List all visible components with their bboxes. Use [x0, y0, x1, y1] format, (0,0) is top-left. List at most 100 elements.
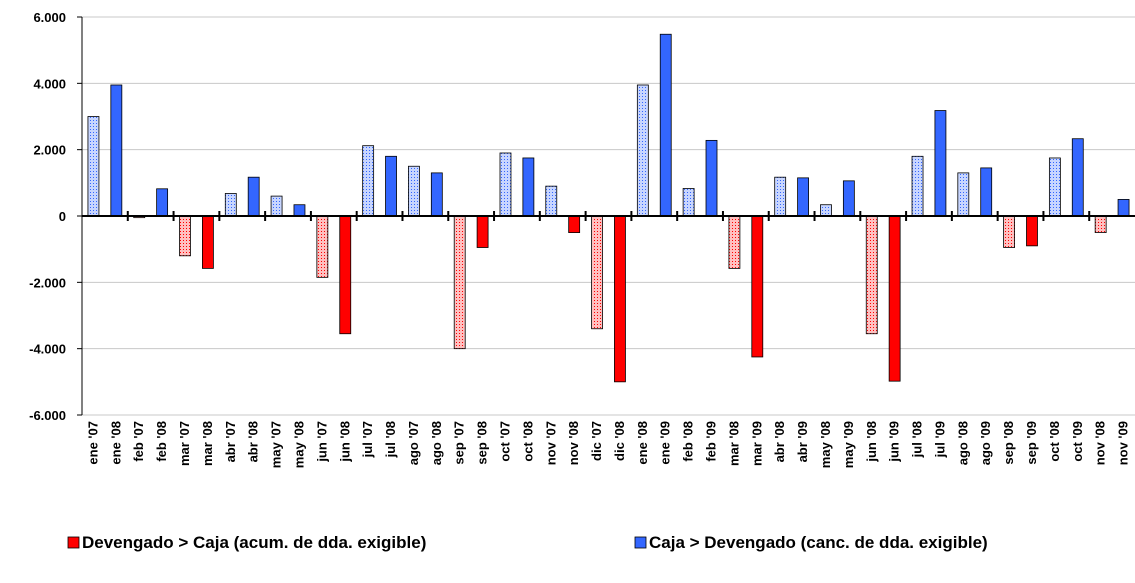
x-tick-label: nov '08 [566, 421, 581, 465]
x-tick-label: abr '08 [772, 421, 787, 462]
x-tick-label: sep '08 [1001, 421, 1016, 465]
x-tick-label: ene '09 [658, 421, 673, 465]
bar [751, 215, 764, 358]
x-tick-label: ago '07 [406, 421, 421, 465]
x-tick-label: nov '07 [543, 421, 558, 465]
x-tick-label: sep '07 [452, 421, 467, 465]
bar [453, 215, 466, 350]
bar [476, 215, 489, 248]
x-tick-label: may '07 [269, 421, 284, 468]
bar [1048, 157, 1061, 217]
bar [797, 177, 809, 217]
bar [980, 167, 993, 217]
x-tick-label: ago '08 [429, 421, 444, 465]
x-tick-label: oct '08 [1047, 421, 1062, 462]
bar [224, 193, 237, 217]
x-tick-label: jun '09 [887, 421, 902, 463]
bar [247, 176, 260, 217]
bar [339, 215, 352, 335]
x-tick-label: mar '07 [177, 421, 192, 466]
bar [568, 215, 581, 233]
legend-swatch [634, 536, 647, 549]
bar [430, 172, 443, 217]
bar [865, 215, 878, 335]
bar [728, 215, 741, 269]
x-tick-label: sep '08 [475, 421, 490, 465]
bar [522, 157, 535, 217]
bar [293, 204, 306, 217]
bar [545, 185, 558, 217]
x-tick-label: may '09 [841, 421, 856, 468]
legend-swatch [67, 536, 80, 549]
bar [1094, 215, 1107, 233]
bar [110, 84, 123, 217]
x-tick-label: oct '09 [1070, 421, 1085, 462]
legend-label: Caja > Devengado (canc. de dda. exigible… [649, 533, 988, 552]
y-tick-label: 0 [59, 209, 66, 224]
bar [316, 215, 329, 278]
bar [179, 215, 191, 257]
x-tick-label: abr '07 [223, 421, 238, 462]
bar [408, 165, 420, 217]
bar [682, 188, 695, 217]
y-tick-label: -4.000 [29, 342, 66, 357]
bar [842, 180, 855, 217]
bar [774, 176, 787, 217]
bar [614, 215, 626, 383]
y-tick-label: 2.000 [33, 143, 66, 158]
x-tick-label: ene '07 [85, 421, 100, 465]
x-tick-label: abr '09 [795, 421, 810, 462]
x-tick-label: jul '08 [910, 421, 925, 458]
bar [1003, 215, 1015, 248]
x-tick-label: mar '08 [200, 421, 215, 466]
x-tick-label: nov '09 [1116, 421, 1131, 465]
legend-label: Devengado > Caja (acum. de dda. exigible… [82, 533, 426, 552]
bar [636, 84, 649, 217]
x-tick-label: nov '08 [1093, 421, 1108, 465]
x-tick-label: mar '09 [749, 421, 764, 466]
bar [659, 33, 672, 217]
bar [87, 116, 100, 217]
bar [957, 172, 970, 217]
bar [820, 204, 832, 217]
x-tick-label: jul '09 [932, 421, 947, 458]
x-tick-label: ago '09 [978, 421, 993, 465]
x-tick-label: may '08 [291, 421, 306, 468]
bar [911, 155, 924, 217]
bar [1071, 138, 1084, 217]
x-tick-label: mar '08 [726, 421, 741, 466]
y-tick-label: 6.000 [33, 10, 66, 25]
x-tick-label: feb '08 [681, 421, 696, 462]
x-tick-label: ago '08 [955, 421, 970, 465]
x-tick-label: jun '08 [864, 421, 879, 463]
x-tick-label: oct '08 [520, 421, 535, 462]
y-tick-label: -2.000 [29, 275, 66, 290]
x-tick-label: jul '07 [360, 421, 375, 458]
y-tick-label: -6.000 [29, 408, 66, 423]
x-tick-label: may '08 [818, 421, 833, 468]
bar [705, 139, 718, 217]
x-tick-label: abr '08 [246, 421, 261, 462]
x-tick-label: jul '08 [383, 421, 398, 458]
bar [202, 215, 214, 269]
x-tick-label: ene '08 [108, 421, 123, 465]
bar [385, 155, 397, 217]
bar [362, 145, 375, 217]
x-tick-label: dic '08 [612, 421, 627, 461]
bar [1117, 199, 1130, 217]
bar [934, 110, 947, 217]
x-tick-label: feb '07 [131, 421, 146, 462]
bar [888, 215, 901, 382]
bar [156, 188, 169, 217]
x-tick-label: feb '08 [154, 421, 169, 462]
x-tick-label: feb '09 [704, 421, 719, 462]
x-tick-label: sep '09 [1024, 421, 1039, 465]
x-tick-label: jun '08 [337, 421, 352, 463]
x-tick-label: dic '07 [589, 421, 604, 461]
bar [591, 215, 603, 330]
x-tick-label: oct '07 [497, 421, 512, 462]
bar [1026, 215, 1038, 247]
x-tick-label: ene '08 [635, 421, 650, 465]
bar [499, 152, 512, 217]
